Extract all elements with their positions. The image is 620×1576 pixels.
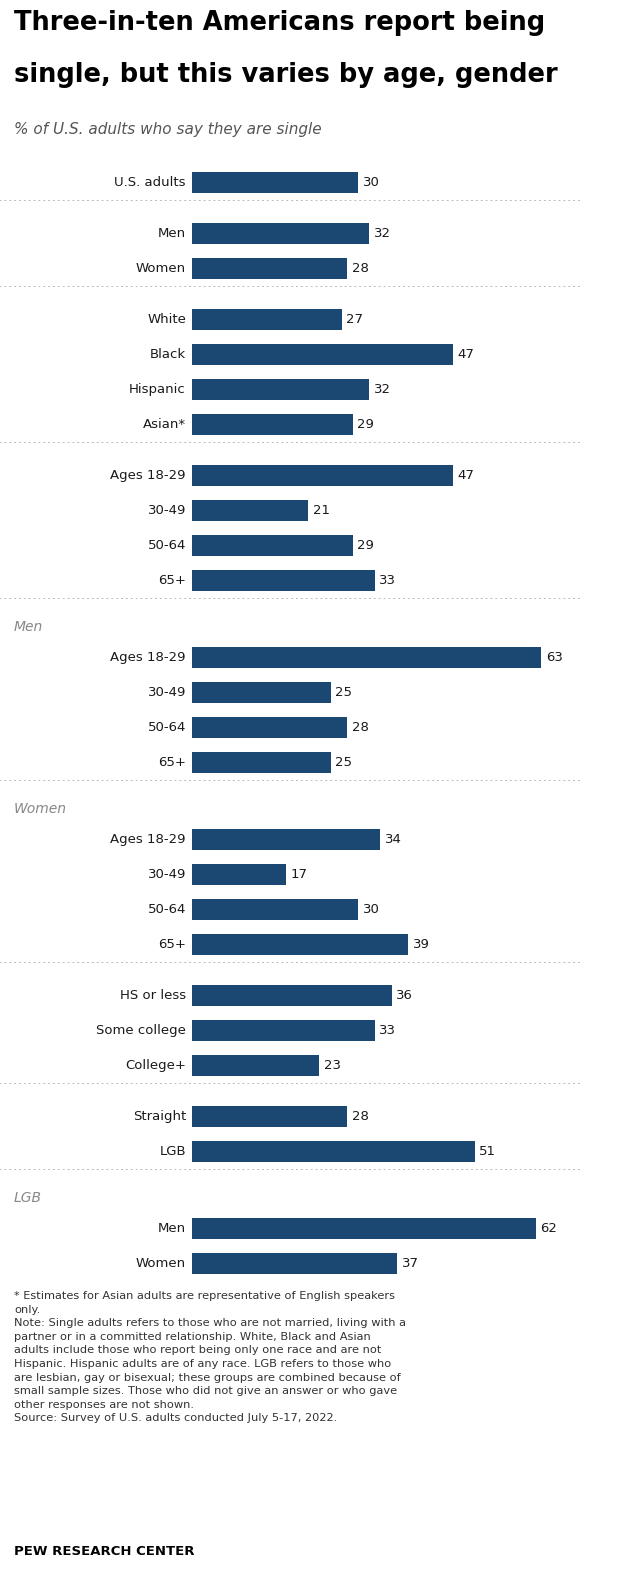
Bar (192, 682, 330, 703)
Bar (192, 646, 541, 668)
Text: Black: Black (150, 348, 186, 361)
Bar (192, 258, 347, 279)
Text: LGB: LGB (14, 1191, 42, 1204)
Text: 37: 37 (402, 1258, 418, 1270)
Text: 17: 17 (291, 868, 308, 881)
Text: College+: College+ (125, 1059, 186, 1072)
Text: 25: 25 (335, 756, 352, 769)
Text: 30-49: 30-49 (148, 504, 186, 517)
Text: 34: 34 (385, 834, 402, 846)
Text: 23: 23 (324, 1059, 341, 1072)
Text: 28: 28 (352, 262, 368, 274)
Text: Three-in-ten Americans report being: Three-in-ten Americans report being (14, 9, 545, 36)
Text: 65+: 65+ (158, 756, 186, 769)
Text: 65+: 65+ (158, 574, 186, 586)
Bar (192, 1253, 397, 1273)
Text: Women: Women (14, 802, 67, 816)
Text: Hispanic: Hispanic (129, 383, 186, 396)
Bar (192, 829, 381, 849)
Bar (192, 465, 453, 485)
Bar (192, 500, 308, 520)
Bar (192, 414, 353, 435)
Bar (192, 309, 342, 329)
Text: 33: 33 (379, 1024, 396, 1037)
Bar (192, 378, 370, 400)
Text: 32: 32 (374, 383, 391, 396)
Text: HS or less: HS or less (120, 988, 186, 1002)
Bar (192, 172, 358, 192)
Text: 47: 47 (457, 348, 474, 361)
Text: 65+: 65+ (158, 938, 186, 952)
Text: 50-64: 50-64 (148, 903, 186, 916)
Text: * Estimates for Asian adults are representative of English speakers
only.
Note: : * Estimates for Asian adults are represe… (14, 1291, 406, 1423)
Text: 30: 30 (363, 177, 379, 189)
Bar (192, 1141, 475, 1162)
Bar (192, 1054, 319, 1076)
Text: Ages 18-29: Ages 18-29 (110, 468, 186, 482)
Text: % of U.S. adults who say they are single: % of U.S. adults who say they are single (14, 121, 322, 137)
Text: 30-49: 30-49 (148, 686, 186, 698)
Bar (192, 344, 453, 364)
Bar (192, 534, 353, 556)
Bar (192, 985, 392, 1005)
Text: 32: 32 (374, 227, 391, 240)
Text: 27: 27 (346, 312, 363, 326)
Bar (192, 752, 330, 772)
Bar (192, 222, 370, 244)
Bar (192, 898, 358, 920)
Text: 50-64: 50-64 (148, 720, 186, 734)
Text: 36: 36 (396, 988, 413, 1002)
Text: Ages 18-29: Ages 18-29 (110, 834, 186, 846)
Bar (192, 1106, 347, 1127)
Bar (192, 935, 408, 955)
Text: Ages 18-29: Ages 18-29 (110, 651, 186, 663)
Text: 30: 30 (363, 903, 379, 916)
Bar (192, 1218, 536, 1239)
Bar (192, 569, 375, 591)
Text: Women: Women (136, 262, 186, 274)
Text: Men: Men (158, 227, 186, 240)
Text: Some college: Some college (96, 1024, 186, 1037)
Text: 51: 51 (479, 1144, 496, 1158)
Text: Asian*: Asian* (143, 418, 186, 430)
Text: 25: 25 (335, 686, 352, 698)
Text: 33: 33 (379, 574, 396, 586)
Text: Straight: Straight (133, 1110, 186, 1122)
Text: 30-49: 30-49 (148, 868, 186, 881)
Text: 29: 29 (357, 539, 374, 552)
Text: 62: 62 (540, 1221, 557, 1236)
Text: 39: 39 (412, 938, 430, 952)
Text: Men: Men (158, 1221, 186, 1236)
Text: PEW RESEARCH CENTER: PEW RESEARCH CENTER (14, 1544, 195, 1559)
Text: 50-64: 50-64 (148, 539, 186, 552)
Text: 21: 21 (313, 504, 330, 517)
Bar (192, 717, 347, 738)
Text: Men: Men (14, 619, 43, 634)
Text: single, but this varies by age, gender: single, but this varies by age, gender (14, 61, 557, 88)
Bar (192, 1020, 375, 1042)
Text: U.S. adults: U.S. adults (115, 177, 186, 189)
Text: 47: 47 (457, 468, 474, 482)
Text: White: White (147, 312, 186, 326)
Text: 28: 28 (352, 720, 368, 734)
Bar (192, 864, 286, 886)
Text: LGB: LGB (159, 1144, 186, 1158)
Text: Women: Women (136, 1258, 186, 1270)
Text: 28: 28 (352, 1110, 368, 1122)
Text: 63: 63 (546, 651, 562, 663)
Text: 29: 29 (357, 418, 374, 430)
